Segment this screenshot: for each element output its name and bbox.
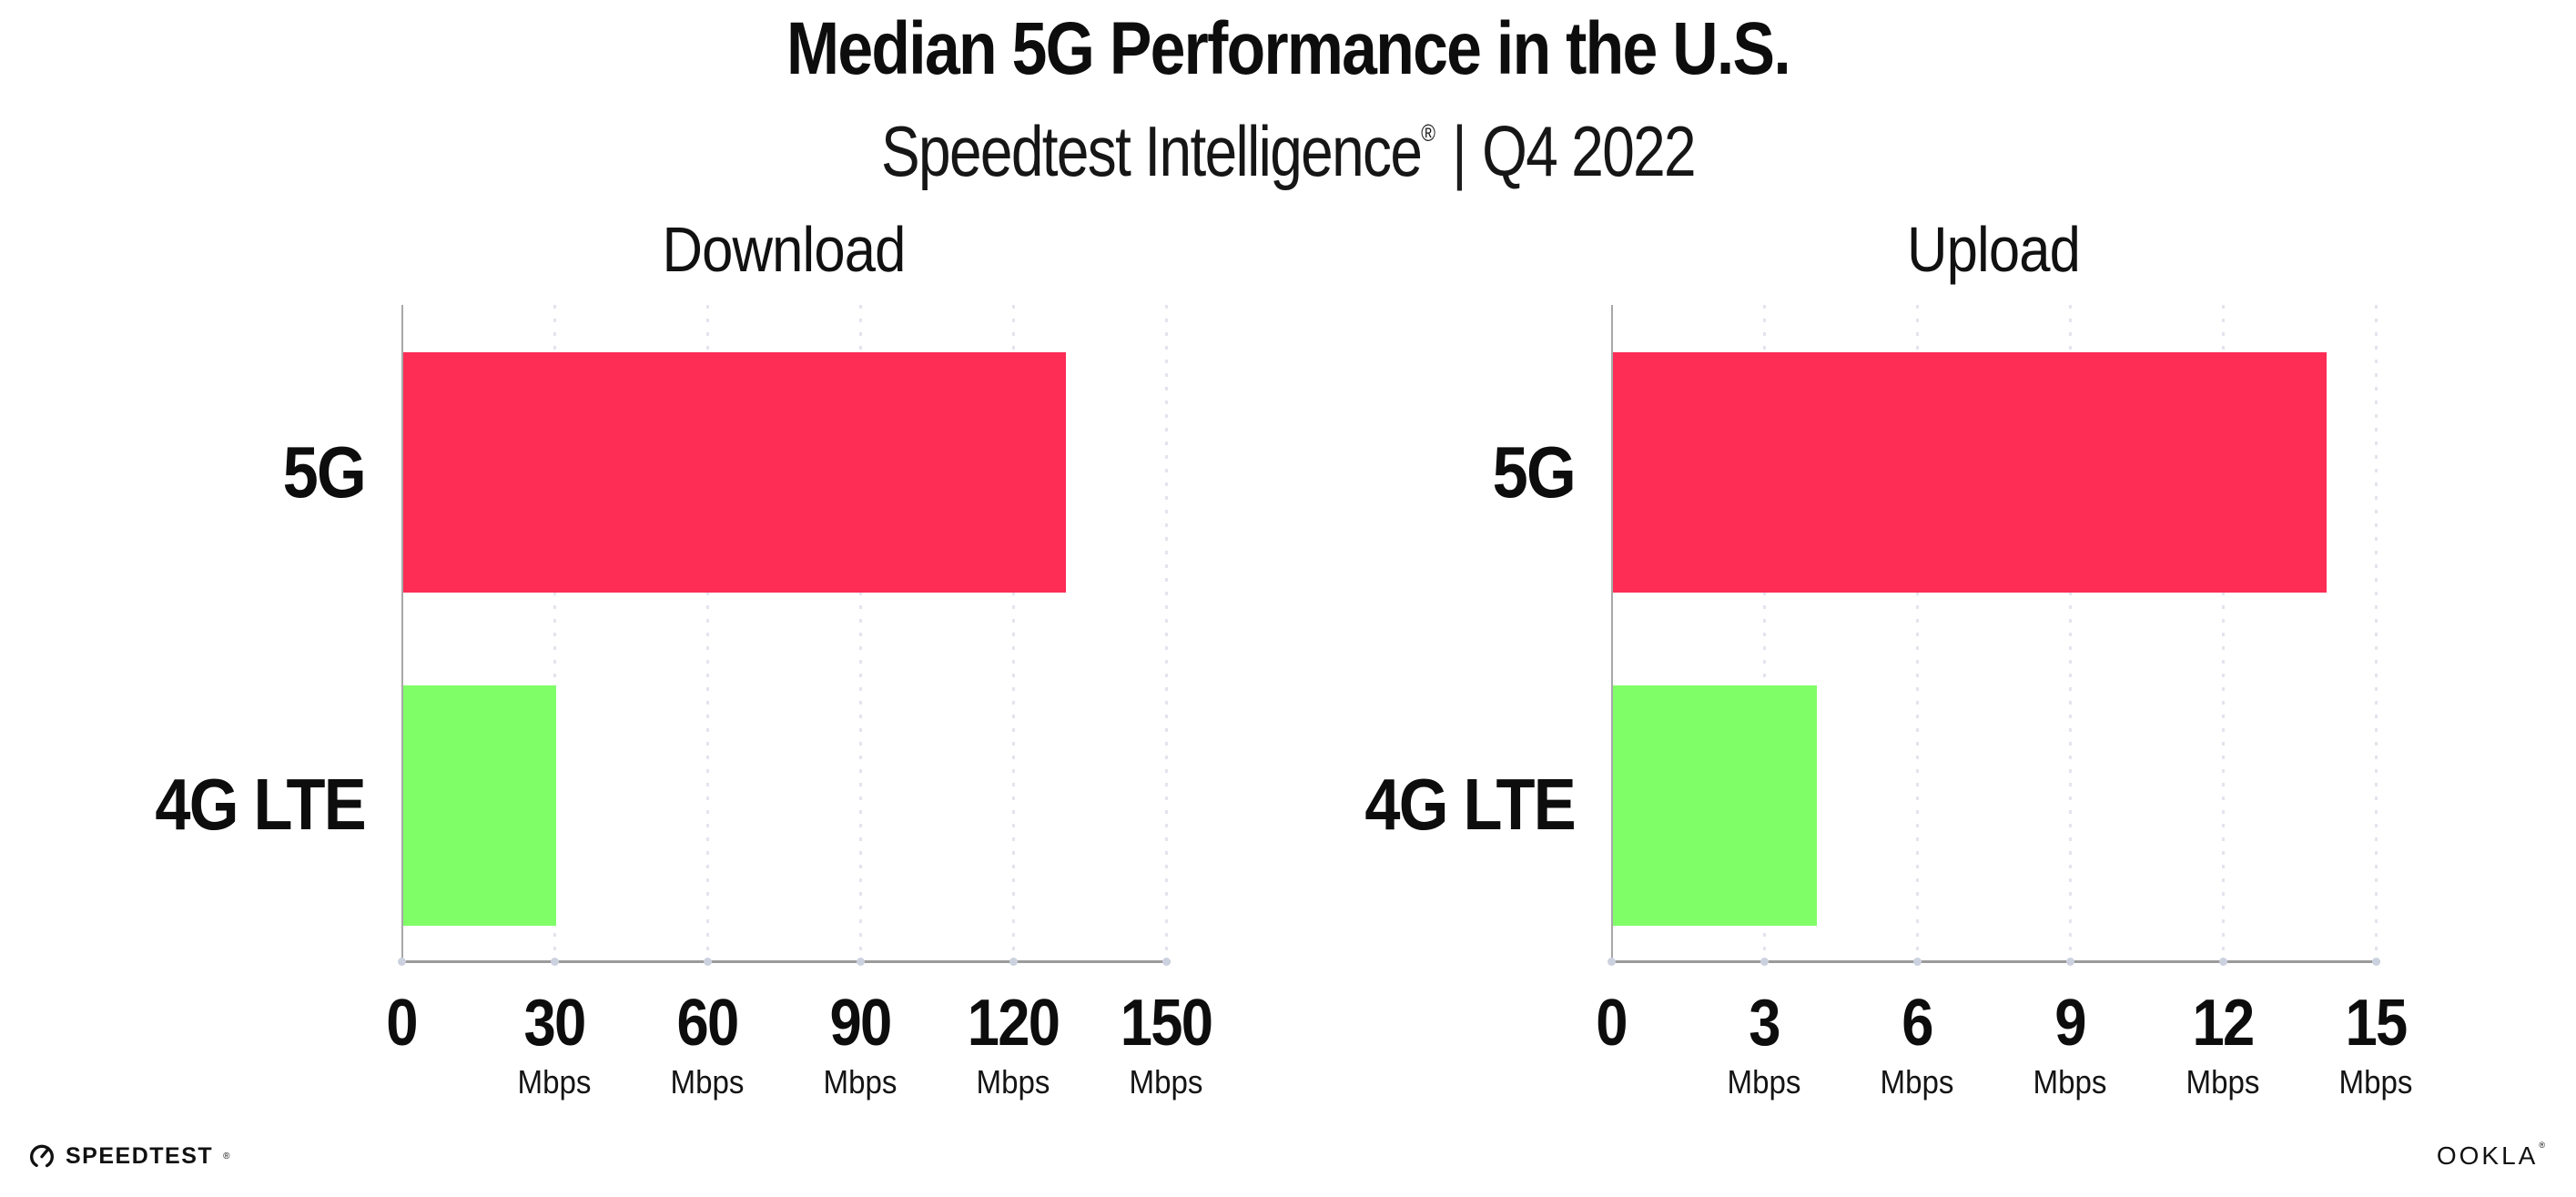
x-tick: 90 Mbps bbox=[820, 989, 900, 1101]
x-tick-unit: Mbps bbox=[1727, 1063, 1801, 1101]
gridline bbox=[2375, 305, 2378, 962]
gridline bbox=[2222, 305, 2225, 962]
x-tick-value: 150 bbox=[1120, 987, 1213, 1060]
gridline bbox=[2069, 305, 2072, 962]
ookla-wordmark: OOKLA bbox=[2436, 1141, 2539, 1170]
axis-tick-dot bbox=[704, 958, 712, 966]
x-axis-line bbox=[1610, 960, 2380, 963]
x-tick: 3 Mbps bbox=[1724, 989, 1804, 1101]
axis-tick-dot bbox=[1009, 958, 1018, 966]
x-tick-unit: Mbps bbox=[1129, 1063, 1203, 1101]
x-tick: 30 Mbps bbox=[514, 989, 594, 1101]
x-tick: 15 Mbps bbox=[2336, 989, 2416, 1101]
y-axis-spine bbox=[401, 305, 403, 962]
x-tick-value: 0 bbox=[1596, 987, 1628, 1060]
speedtest-gauge-icon bbox=[27, 1141, 56, 1171]
x-tick-value: 120 bbox=[967, 987, 1060, 1060]
axis-tick-dot bbox=[1760, 958, 1769, 966]
category-label-5g: 5G bbox=[1492, 431, 1577, 512]
gridline bbox=[859, 305, 862, 962]
gridline bbox=[1763, 305, 1766, 962]
x-tick-value: 0 bbox=[386, 987, 418, 1060]
x-tick-value: 90 bbox=[829, 987, 893, 1060]
x-tick: 0 bbox=[384, 989, 419, 1057]
registered-trademark-icon: ® bbox=[1421, 119, 1436, 147]
x-tick-value: 9 bbox=[2054, 987, 2086, 1060]
x-tick-unit: Mbps bbox=[2338, 1063, 2413, 1101]
category-label-4g-lte: 4G LTE bbox=[1364, 764, 1576, 845]
download-chart: Download 5G 4G LTE 0 30 Mbps 60 Mbps 90 bbox=[155, 214, 1213, 1101]
figure-subtitle: Speedtest Intelligence® | Q4 2022 bbox=[232, 91, 2345, 193]
bar-5g-download bbox=[403, 352, 1066, 593]
axis-tick-dot bbox=[551, 958, 559, 966]
figure-title: Median 5G Performance in the U.S. bbox=[786, 7, 1791, 90]
x-tick-unit: Mbps bbox=[517, 1063, 592, 1101]
speedtest-wordmark: SPEEDTEST bbox=[66, 1143, 214, 1169]
axis-tick-dot bbox=[1913, 958, 1922, 966]
x-tick-value: 12 bbox=[2192, 987, 2256, 1060]
upload-chart-title: Upload bbox=[1907, 214, 2081, 285]
ookla-logo: OOKLA ® bbox=[2436, 1141, 2545, 1170]
axis-tick-dot bbox=[2219, 958, 2227, 966]
y-axis-spine bbox=[1611, 305, 1613, 962]
subtitle-brand: Speedtest Intelligence bbox=[880, 111, 1423, 191]
bar-4g-lte-download bbox=[403, 685, 556, 926]
x-tick-value: 15 bbox=[2345, 987, 2409, 1060]
x-tick-value: 30 bbox=[523, 987, 587, 1060]
gridline bbox=[1012, 305, 1015, 962]
x-tick-unit: Mbps bbox=[976, 1063, 1050, 1101]
subtitle-period: Q4 2022 bbox=[1482, 111, 1697, 191]
category-label-4g-lte: 4G LTE bbox=[155, 764, 366, 845]
gridline bbox=[553, 305, 556, 962]
bar-4g-lte-upload bbox=[1613, 685, 1817, 926]
axis-tick-dot bbox=[398, 958, 406, 966]
category-label-5g: 5G bbox=[282, 431, 367, 512]
gridline bbox=[1916, 305, 1919, 962]
x-axis-line bbox=[401, 960, 1171, 963]
speedtest-logo: SPEEDTEST ® bbox=[27, 1138, 230, 1174]
x-tick-unit: Mbps bbox=[670, 1063, 745, 1101]
x-tick-unit: Mbps bbox=[2186, 1063, 2260, 1101]
upload-chart: Upload 5G 4G LTE 0 3 Mbps 6 Mbps 9 Mbps bbox=[1364, 214, 2412, 1101]
x-tick-value: 60 bbox=[676, 987, 740, 1060]
x-tick: 12 Mbps bbox=[2183, 989, 2263, 1101]
x-tick-value: 3 bbox=[1749, 987, 1780, 1060]
gridline bbox=[1165, 305, 1168, 962]
x-tick: 60 Mbps bbox=[667, 989, 747, 1101]
x-tick: 0 bbox=[1594, 989, 1628, 1057]
download-chart-title: Download bbox=[662, 214, 907, 285]
x-tick: 9 Mbps bbox=[2030, 989, 2110, 1101]
x-tick-unit: Mbps bbox=[823, 1063, 898, 1101]
x-tick-unit: Mbps bbox=[2033, 1063, 2107, 1101]
axis-tick-dot bbox=[1162, 958, 1171, 966]
axis-tick-dot bbox=[2372, 958, 2380, 966]
x-tick: 150 Mbps bbox=[1114, 989, 1218, 1101]
axis-tick-dot bbox=[2066, 958, 2074, 966]
x-tick: 120 Mbps bbox=[961, 989, 1065, 1101]
x-tick-value: 6 bbox=[1902, 987, 1933, 1060]
gridline bbox=[706, 305, 709, 962]
subtitle-separator: | bbox=[1452, 111, 1467, 191]
bar-5g-upload bbox=[1613, 352, 2327, 593]
x-tick-unit: Mbps bbox=[1880, 1063, 1954, 1101]
registered-trademark-icon: ® bbox=[223, 1151, 230, 1161]
axis-tick-dot bbox=[1607, 958, 1616, 966]
axis-tick-dot bbox=[857, 958, 865, 966]
x-tick: 6 Mbps bbox=[1877, 989, 1957, 1101]
registered-trademark-icon: ® bbox=[2539, 1141, 2545, 1150]
